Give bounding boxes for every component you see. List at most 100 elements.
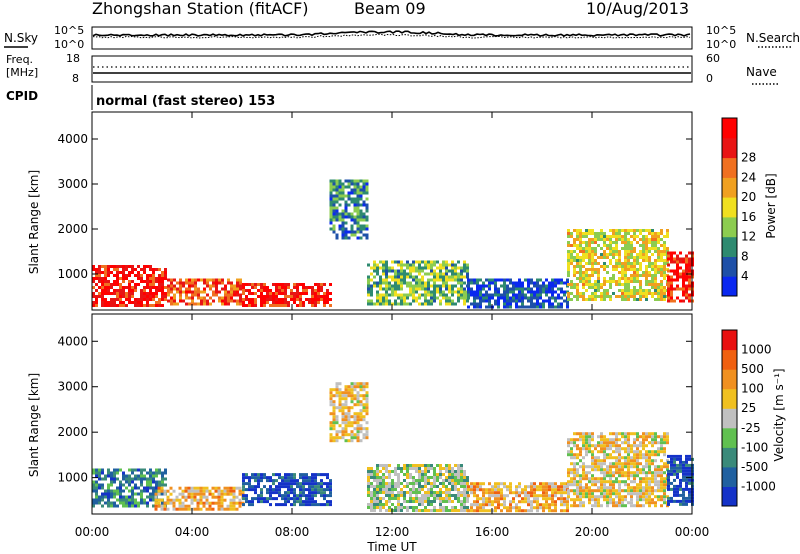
heatmap-cell (473, 503, 476, 507)
heatmap-cell (445, 299, 448, 303)
heatmap-cell (217, 495, 221, 499)
colorbar-swatch (722, 216, 737, 238)
heatmap-cell (663, 295, 666, 298)
heatmap-cell (554, 482, 557, 486)
heatmap-cell (199, 495, 203, 499)
heatmap-cell (645, 486, 648, 490)
heatmap-cell (667, 269, 670, 273)
heatmap-cell (323, 304, 326, 307)
heatmap-cell (509, 302, 512, 306)
heatmap-cell (636, 483, 639, 487)
heatmap-cell (217, 507, 221, 511)
heatmap-cell (412, 260, 415, 264)
heatmap-cell (394, 467, 397, 470)
heatmap-cell (485, 488, 488, 492)
heatmap-cell (134, 492, 137, 496)
heatmap-cell (134, 298, 137, 301)
heatmap-cell (391, 260, 394, 264)
heatmap-cell (365, 236, 369, 240)
heatmap-cell (430, 467, 433, 470)
heatmap-cell (591, 247, 594, 250)
heatmap-cell (101, 304, 104, 307)
heatmap-cell (666, 229, 669, 232)
heatmap-cell (335, 406, 339, 410)
heatmap-cell (676, 487, 679, 491)
heatmap-cell (476, 287, 479, 291)
heatmap-cell (445, 470, 448, 473)
heatmap-cell (497, 500, 500, 504)
heatmap-cell (128, 298, 131, 301)
colorbar-swatch (722, 466, 737, 487)
heatmap-cell (98, 477, 101, 481)
heatmap-cell (341, 230, 345, 234)
heatmap-cell (442, 275, 445, 279)
heatmap-cell (281, 301, 284, 304)
heatmap-cell (530, 509, 533, 513)
heatmap-cell (648, 459, 651, 463)
heatmap-cell (388, 281, 391, 285)
heatmap-cell (427, 476, 430, 479)
heatmap-cell (218, 290, 221, 294)
heatmap-cell (663, 292, 666, 295)
heatmap-cell (536, 284, 539, 288)
heatmap-cell (648, 262, 651, 265)
heatmap-cell (143, 292, 146, 295)
heatmap-cell (518, 278, 521, 282)
heatmap-cell (600, 441, 603, 445)
heatmap-cell (220, 495, 224, 499)
heatmap-cell (226, 486, 230, 490)
heatmap-cell (175, 495, 179, 499)
heatmap-cell (445, 269, 448, 273)
heatmap-cell (287, 500, 290, 504)
heatmap-cell (570, 468, 573, 472)
heatmap-cell (341, 394, 345, 398)
heatmap-cell (353, 230, 357, 234)
heatmap-cell (235, 507, 239, 511)
heatmap-cell (633, 432, 636, 436)
heatmap-cell (350, 433, 354, 437)
heatmap-cell (296, 283, 299, 286)
heatmap-cell (579, 277, 582, 280)
heatmap-cell (187, 489, 191, 493)
heatmap-cell (524, 296, 527, 300)
heatmap-cell (585, 274, 588, 277)
heatmap-cell (308, 286, 311, 289)
heatmap-cell (612, 450, 615, 454)
heatmap-cell (257, 497, 260, 501)
heatmap-cell (215, 290, 218, 294)
heatmap-cell (284, 298, 287, 301)
heatmap-cell (667, 502, 670, 506)
heatmap-cell (281, 494, 284, 498)
heatmap-cell (160, 486, 164, 490)
heatmap-cell (648, 259, 651, 262)
heatmap-cell (563, 500, 566, 504)
heatmap-cell (682, 499, 685, 503)
heatmap-cell (95, 495, 98, 499)
heatmap-cell (191, 299, 194, 303)
heatmap-cell (582, 250, 585, 253)
heatmap-cell (224, 284, 227, 288)
heatmap-cell (409, 488, 412, 491)
heatmap-cell (394, 488, 397, 491)
heatmap-cell (329, 218, 333, 222)
heatmap-cell (385, 482, 388, 485)
heatmap-cell (627, 456, 630, 460)
heatmap-cell (107, 268, 110, 271)
heatmap-cell (542, 494, 545, 498)
heatmap-cell (606, 256, 609, 259)
heatmap-cell (624, 298, 627, 301)
nave-label: Nave (746, 65, 777, 79)
heatmap-cell (415, 284, 418, 288)
heatmap-cell (570, 447, 573, 451)
heatmap-cell (388, 269, 391, 273)
heatmap-cell (624, 489, 627, 493)
heatmap-cell (131, 480, 134, 484)
heatmap-cell (113, 474, 116, 478)
heatmap-cell (254, 292, 257, 295)
heatmap-cell (588, 441, 591, 445)
heatmap-cell (296, 286, 299, 289)
heatmap-cell (512, 506, 515, 510)
heatmap-cell (482, 296, 485, 300)
heatmap-cell (178, 492, 182, 496)
heatmap-cell (329, 200, 333, 204)
